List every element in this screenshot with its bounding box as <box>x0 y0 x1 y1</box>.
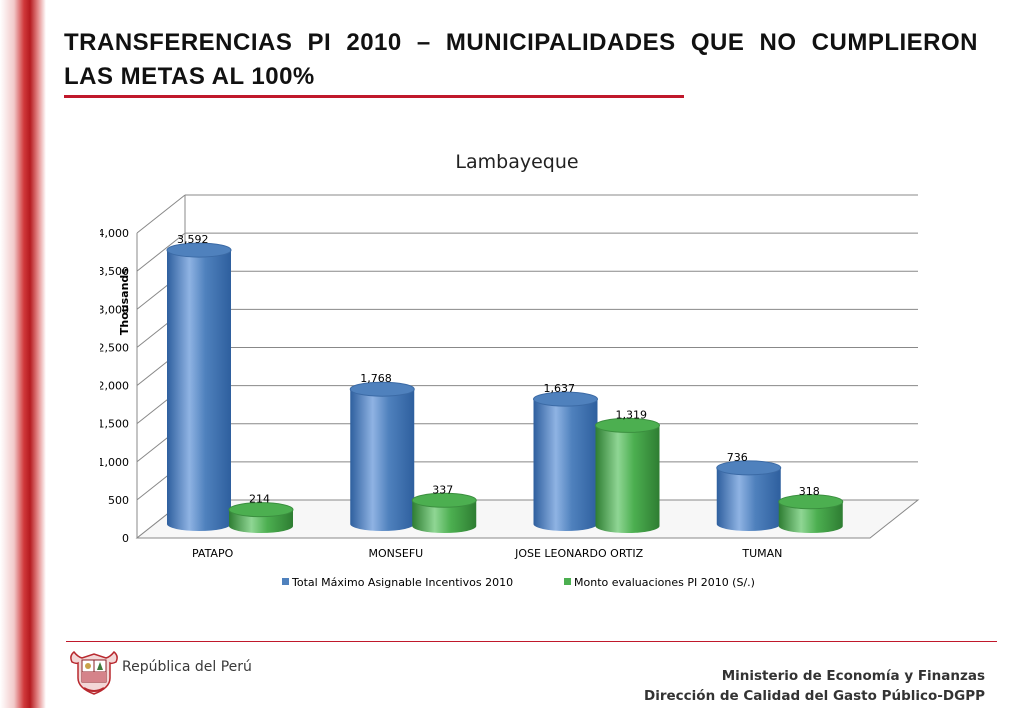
legend-label: Total Máximo Asignable Incentivos 2010 <box>291 576 513 589</box>
y-tick-label: 2,500 <box>100 341 129 354</box>
bar-monto-evaluaciones <box>778 501 843 533</box>
y-tick-label: 3,000 <box>100 303 129 316</box>
bar-total-maximo <box>716 467 781 531</box>
bar-top-cap <box>595 417 660 433</box>
y-tick-label: 2,000 <box>100 380 129 393</box>
data-label: 736 <box>727 451 748 464</box>
y-axis-title: Thousands <box>118 268 131 335</box>
y-tick-label: 0 <box>122 532 129 545</box>
bar-top-cap <box>533 391 598 407</box>
y-tick-label: 1,500 <box>100 418 129 431</box>
x-tick-label: PATAPO <box>192 547 234 560</box>
x-tick-label: MONSEFU <box>369 547 424 560</box>
bar-total-maximo <box>350 389 415 531</box>
bar-top-cap <box>166 242 232 258</box>
bar-total-maximo <box>533 399 598 531</box>
y-tick-label: 1,000 <box>100 456 129 469</box>
y-tick-label: 4,000 <box>100 227 129 240</box>
title-underline <box>64 95 684 98</box>
gridline-diagonal <box>136 194 186 234</box>
footer-republica: República del Perú <box>122 659 252 675</box>
left-decorative-stripe <box>0 0 46 708</box>
data-label: 1,637 <box>544 382 576 395</box>
data-label: 1,768 <box>360 372 392 385</box>
gridline-diagonal <box>136 232 186 272</box>
bar-monto-evaluaciones <box>412 500 477 533</box>
slide-title: TRANSFERENCIAS PI 2010 – MUNICIPALIDADES… <box>64 29 978 90</box>
legend-label: Monto evaluaciones PI 2010 (S/.) <box>574 576 755 589</box>
chart-title: Lambayeque <box>455 151 578 173</box>
y-tick-label: 500 <box>108 494 129 507</box>
ministry-department: Dirección de Calidad del Gasto Público-D… <box>644 688 985 704</box>
x-tick-label: TUMAN <box>741 547 782 560</box>
x-tick-label: JOSE LEONARDO ORTIZ <box>514 547 644 560</box>
bar-total-maximo <box>167 250 231 532</box>
footer-divider <box>66 641 997 642</box>
bar-top-cap <box>228 502 294 518</box>
legend-swatch <box>282 578 289 585</box>
bar-top-cap <box>716 460 782 476</box>
bar-chart: Lambayeque 0 500 1,000 1,500 2,000 2,500 3,000 3… <box>100 151 920 589</box>
data-label: 1,319 <box>616 408 648 421</box>
ministry-name: Ministerio de Economía y Finanzas <box>721 668 985 684</box>
data-label: 214 <box>249 493 270 506</box>
peru-coat-of-arms-icon <box>70 650 118 695</box>
legend-swatch <box>564 578 571 585</box>
data-label: 3,592 <box>177 233 209 246</box>
bar-top-cap <box>411 492 477 508</box>
data-label: 337 <box>432 483 453 496</box>
footer-ministry: Ministerio de Economía y Finanzas Direcc… <box>644 666 985 706</box>
y-tick-label: 3,500 <box>100 265 129 278</box>
bar-top-cap <box>778 494 844 510</box>
bar-monto-evaluaciones <box>595 425 660 533</box>
bar-top-cap <box>349 381 415 397</box>
data-label: 318 <box>799 485 820 498</box>
